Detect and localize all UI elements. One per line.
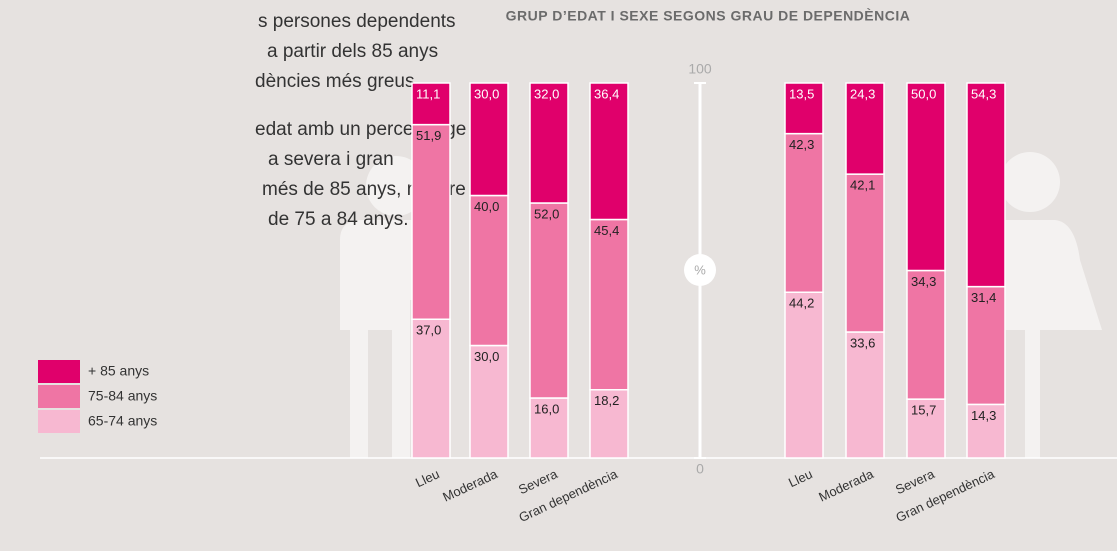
bar-segment: [411, 123, 451, 320]
value-label: 34,3: [911, 274, 936, 289]
paragraph-line: a severa i gran: [268, 149, 394, 170]
legend-swatch: [38, 385, 80, 408]
y-tick-label: 100: [688, 61, 712, 77]
bar-segment: [906, 269, 946, 400]
value-label: 36,4: [594, 86, 619, 101]
bar-segment: [845, 173, 885, 333]
value-label: 40,0: [474, 199, 499, 214]
value-label: 15,7: [911, 403, 936, 418]
bar-segment: [469, 194, 509, 347]
paragraph-line: a partir dels 85 anys: [267, 41, 438, 62]
bar-segment: [469, 344, 509, 459]
bar-segment: [845, 331, 885, 459]
unit-circle: [684, 254, 716, 286]
bar-segment: [966, 285, 1006, 406]
value-label: 33,6: [850, 335, 875, 350]
y-axis-label: %: [694, 262, 706, 277]
legend-label: 75-84 anys: [88, 388, 157, 404]
value-label: 50,0: [911, 86, 936, 101]
value-label: 16,0: [534, 401, 559, 416]
bar-segment: [784, 132, 824, 293]
legend-swatch: [38, 360, 80, 383]
bar-segment: [784, 291, 824, 459]
bar-segment: [529, 202, 569, 399]
bar-segment: [469, 82, 509, 197]
value-label: 42,1: [850, 178, 875, 193]
bar-segment: [589, 389, 629, 459]
woman-head: [1000, 152, 1060, 212]
value-label: 52,0: [534, 206, 559, 221]
legend-label: 65-74 anys: [88, 413, 157, 429]
bar-segment: [966, 403, 1006, 459]
value-label: 18,2: [594, 393, 619, 408]
legend-label: + 85 anys: [88, 363, 149, 379]
bar-segment: [784, 82, 824, 135]
bar-segment: [966, 82, 1006, 288]
value-label: 44,2: [789, 296, 814, 311]
bar-segment: [589, 82, 629, 221]
value-label: 30,0: [474, 349, 499, 364]
bar-segment: [411, 318, 451, 459]
bar-segment: [906, 398, 946, 459]
paragraph-line: s persones dependents: [258, 11, 456, 32]
value-label: 32,0: [534, 86, 559, 101]
silhouettes: [340, 152, 1102, 458]
value-label: 13,5: [789, 86, 814, 101]
chart-title: GRUP D’EDAT I SEXE SEGONS GRAU DE DEPEND…: [506, 8, 911, 24]
value-label: 14,3: [971, 408, 996, 423]
bar-segment: [529, 82, 569, 204]
value-label: 37,0: [416, 323, 441, 338]
bar-segment: [589, 218, 629, 391]
value-label: 11,1: [416, 86, 440, 101]
value-label: 30,0: [474, 86, 499, 101]
value-label: 24,3: [850, 86, 875, 101]
value-label: 45,4: [594, 223, 619, 238]
man-head: [366, 156, 426, 216]
bar-segment: [529, 397, 569, 459]
value-label: 31,4: [971, 290, 996, 305]
bar-segment: [906, 82, 946, 272]
paragraph-line: de 75 a 84 anys.: [268, 209, 409, 230]
man-body: [340, 220, 430, 458]
y-tick-label: 0: [696, 461, 704, 477]
bar-segment: [845, 82, 885, 175]
paragraph-line: dències més greus.: [255, 71, 420, 92]
value-label: 54,3: [971, 86, 996, 101]
value-label: 51,9: [416, 128, 441, 143]
bar-segment: [411, 82, 451, 126]
legend-swatch: [38, 410, 80, 433]
woman-body: [1005, 220, 1102, 458]
value-label: 42,3: [789, 137, 814, 152]
